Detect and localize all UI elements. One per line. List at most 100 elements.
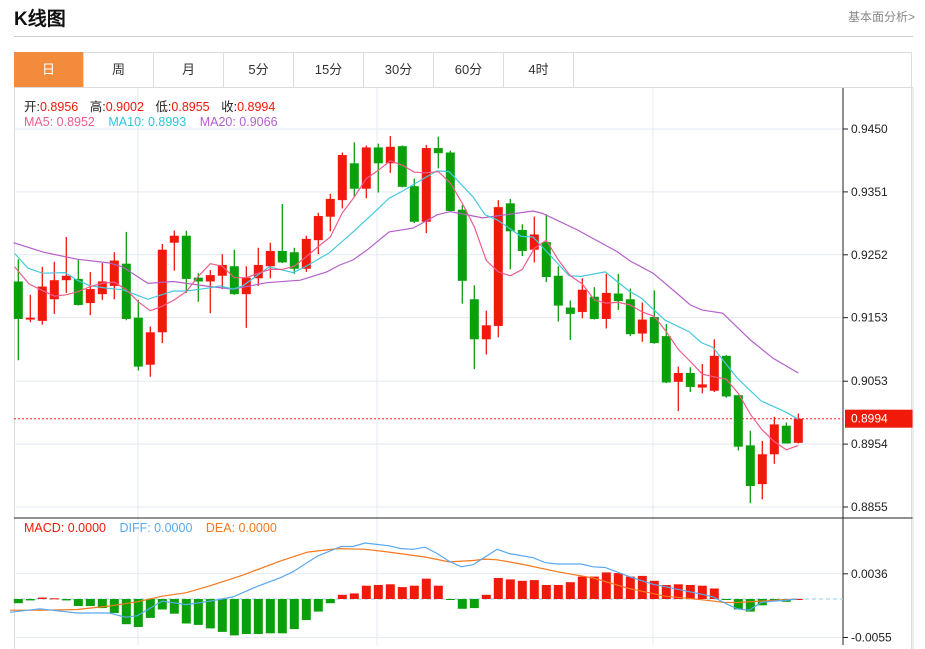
macd-bar (433, 585, 443, 599)
candle-up (25, 317, 35, 320)
tab-5min[interactable]: 5分 (224, 52, 294, 87)
macd-bar (589, 576, 599, 599)
tab-month[interactable]: 月 (154, 52, 224, 87)
macd-bar (85, 599, 95, 606)
candle-down (13, 281, 23, 319)
macd-bar (409, 585, 419, 599)
candle-up (769, 424, 779, 455)
ma10-line (14, 170, 799, 420)
period-tabs: 日 周 月 5分 15分 30分 60分 4时 (14, 52, 913, 88)
candle-down (541, 242, 551, 278)
macd-bar (181, 599, 191, 624)
candle-up (205, 275, 215, 282)
macd-bar (313, 599, 323, 612)
macd-tick-label: -0.0055 (851, 631, 892, 645)
macd-bar (469, 599, 479, 609)
low-label: 低: (155, 100, 172, 114)
candle-down (469, 299, 479, 340)
diff-line (9, 542, 798, 618)
macd-bar (193, 599, 203, 625)
macd-bar (229, 599, 239, 636)
candle-up (169, 235, 179, 243)
high-label: 高: (89, 100, 106, 114)
candle-up (385, 146, 395, 164)
macd-bar (649, 580, 659, 599)
macd-bar (637, 575, 647, 599)
candle-up (709, 355, 719, 391)
tab-30min[interactable]: 30分 (364, 52, 434, 87)
price-tick-label: 0.9351 (851, 185, 888, 199)
candle-down (505, 203, 515, 232)
candle-up (313, 216, 323, 241)
macd-bar (169, 599, 179, 614)
macd-bar (373, 585, 383, 599)
macd-bar (493, 578, 503, 599)
candle-down (193, 277, 203, 282)
macd-bar (37, 597, 47, 599)
macd-bar (301, 599, 311, 620)
candle-up (493, 207, 503, 326)
macd-bar (61, 599, 71, 601)
close-label: 收: (221, 100, 238, 114)
macd-bar (49, 598, 59, 600)
diff-legend-value: DIFF: 0.0000 (119, 521, 193, 535)
candle-down (133, 317, 143, 367)
macd-bar (97, 599, 107, 609)
ma10-legend: MA10: 0.8993 (108, 115, 187, 129)
current-price-label: 0.8994 (851, 412, 888, 426)
candle-down (445, 152, 455, 211)
macd-bar (625, 576, 635, 599)
macd-bar (289, 599, 299, 630)
tab-4hour[interactable]: 4时 (504, 52, 574, 87)
ma5-legend: MA5: 0.8952 (24, 115, 95, 129)
macd-bar (553, 585, 563, 599)
candle-down (181, 235, 191, 279)
candle-up (37, 286, 47, 321)
candle-down (553, 275, 563, 306)
macd-bar (121, 599, 131, 625)
candle-up (145, 332, 155, 365)
candle-up (637, 319, 647, 334)
tab-week[interactable]: 周 (84, 52, 154, 87)
tab-day[interactable]: 日 (14, 52, 84, 87)
macd-bar (457, 599, 467, 609)
macd-bar (205, 599, 215, 629)
candle-up (49, 280, 59, 300)
dea-line (9, 547, 798, 611)
candle-up (757, 454, 767, 485)
candle-down (625, 299, 635, 335)
candle-down (409, 186, 419, 222)
macd-bar (541, 585, 551, 599)
candle-up (697, 384, 707, 388)
ma20-legend: MA20: 0.9066 (199, 115, 278, 129)
chart-panel (14, 52, 912, 649)
candle-down (349, 163, 359, 189)
macd-bar (265, 599, 275, 634)
candle-up (217, 264, 227, 276)
price-tick-label: 0.8855 (851, 500, 888, 514)
macd-bar (601, 572, 611, 599)
open-value: 0.8956 (39, 100, 79, 114)
candle-up (529, 234, 539, 250)
tab-15min[interactable]: 15分 (294, 52, 364, 87)
current-price-badge (845, 409, 913, 428)
candle-down (685, 372, 695, 387)
candle-up (157, 249, 167, 333)
macd-bar (361, 585, 371, 599)
candle-up (61, 275, 71, 281)
macd-bar (421, 578, 431, 599)
macd-bar (217, 599, 227, 632)
title-divider (14, 36, 913, 37)
candle-up (325, 198, 335, 217)
candle-up (265, 250, 275, 267)
tab-60min[interactable]: 60分 (434, 52, 504, 87)
fundamental-analysis-link[interactable]: 基本面分析> (847, 10, 915, 24)
candle-down (565, 307, 575, 314)
low-value: 0.8955 (171, 100, 210, 114)
price-tick-label: 0.9252 (851, 248, 888, 262)
macd-bar (721, 599, 731, 600)
macd-tick-label: 0.0036 (851, 567, 888, 581)
macd-bar (109, 599, 119, 613)
macd-bar (13, 599, 23, 604)
